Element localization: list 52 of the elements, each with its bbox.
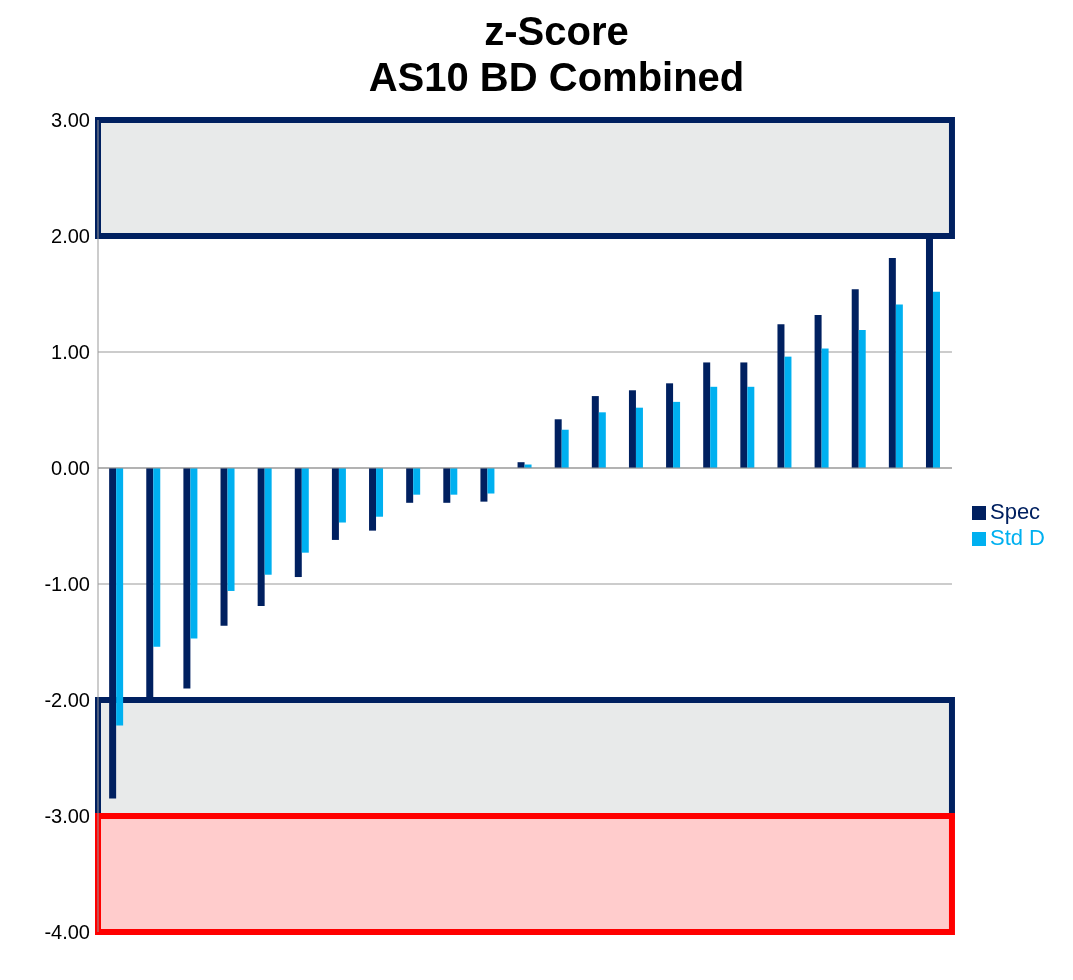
bar	[777, 324, 785, 468]
bar	[740, 362, 748, 468]
chart-title: z-Score AS10 BD Combined	[367, 8, 746, 100]
bar	[851, 289, 859, 468]
bar	[294, 468, 302, 578]
bar	[153, 468, 161, 647]
bar	[413, 468, 421, 495]
bar	[932, 291, 940, 468]
bar	[561, 429, 569, 468]
bar	[301, 468, 309, 553]
y-tick-label: 3.00	[51, 109, 90, 132]
bar	[821, 348, 829, 468]
bar	[598, 412, 606, 468]
legend-label: Spec	[989, 499, 1041, 524]
bar	[406, 468, 414, 503]
bar	[480, 468, 488, 502]
bar	[227, 468, 235, 591]
bar	[628, 390, 636, 468]
bar	[673, 401, 681, 468]
bar	[369, 468, 377, 531]
y-tick-label: 1.00	[51, 341, 90, 364]
y-tick-label: -4.00	[44, 921, 90, 944]
y-tick-label: 2.00	[51, 225, 90, 248]
bar	[666, 383, 674, 468]
y-tick-label: -3.00	[44, 805, 90, 828]
bar	[635, 407, 643, 468]
bar	[554, 419, 562, 468]
bar	[257, 468, 265, 607]
bar	[784, 356, 792, 468]
bar	[858, 329, 866, 468]
bar	[591, 396, 599, 468]
bar	[814, 314, 822, 468]
bar	[116, 468, 124, 726]
bar	[703, 362, 711, 468]
bar	[710, 386, 718, 468]
legend-label: Std D	[989, 525, 1045, 550]
bar	[888, 258, 896, 468]
bar	[220, 468, 228, 626]
bar	[264, 468, 272, 575]
y-tick-label: -1.00	[44, 573, 90, 596]
y-tick-label: -2.00	[44, 689, 90, 712]
bar	[183, 468, 191, 689]
bar	[338, 468, 346, 523]
bar	[190, 468, 198, 639]
bar	[450, 468, 458, 495]
bar	[747, 386, 755, 468]
bar	[443, 468, 451, 503]
bar	[376, 468, 384, 517]
bar	[895, 304, 903, 468]
bar	[331, 468, 339, 540]
bar	[487, 468, 495, 494]
y-tick-label: 0.00	[51, 457, 90, 480]
